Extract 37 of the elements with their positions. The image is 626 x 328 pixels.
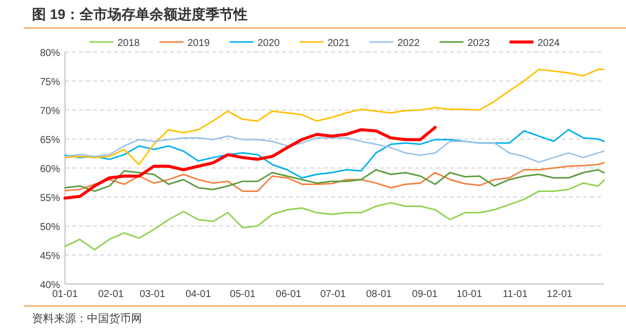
x-tick-label: 01-01 [52, 289, 78, 300]
legend-label: 2018 [118, 38, 140, 49]
legend-label: 2019 [188, 38, 210, 49]
legend-label: 2024 [538, 38, 560, 49]
x-tick-label: 11-01 [502, 289, 528, 300]
x-tick-label: 05-01 [230, 289, 256, 300]
x-tick-label: 12-01 [546, 289, 573, 300]
line-series [64, 162, 605, 192]
legend-label: 2020 [258, 38, 280, 49]
x-tick-label: 04-01 [185, 289, 212, 300]
line-series [64, 179, 605, 251]
y-tick-label: 55% [40, 193, 60, 204]
y-tick-label: 70% [40, 106, 60, 117]
x-tick-label: 09-01 [412, 289, 438, 300]
line-series [64, 126, 437, 200]
x-tick-label: 08-01 [366, 289, 392, 300]
x-tick-label: 03-01 [140, 289, 166, 300]
text: 资料来源：中国货币网 [32, 312, 142, 325]
legend-label: 2022 [398, 38, 420, 49]
x-tick-label: 10-01 [456, 289, 482, 300]
chart-title: 图 19：全市场存单余额进度季节性 [32, 6, 248, 22]
line-series [64, 168, 605, 192]
x-tick-label: 07-01 [320, 289, 346, 300]
line-series [64, 128, 605, 179]
y-tick-label: 45% [40, 251, 60, 262]
x-tick-label: 06-01 [276, 289, 302, 300]
y-tick-label: 40% [40, 280, 60, 291]
y-tick-label: 60% [40, 164, 60, 175]
x-tick-label: 02-01 [98, 289, 124, 300]
line-series [64, 135, 605, 163]
y-tick-label: 80% [40, 48, 60, 59]
legend-label: 2021 [328, 38, 350, 49]
legend-label: 2023 [468, 38, 490, 49]
y-tick-label: 75% [40, 77, 60, 88]
y-tick-label: 50% [40, 222, 60, 233]
y-tick-label: 65% [40, 135, 60, 146]
line-series [64, 68, 605, 166]
